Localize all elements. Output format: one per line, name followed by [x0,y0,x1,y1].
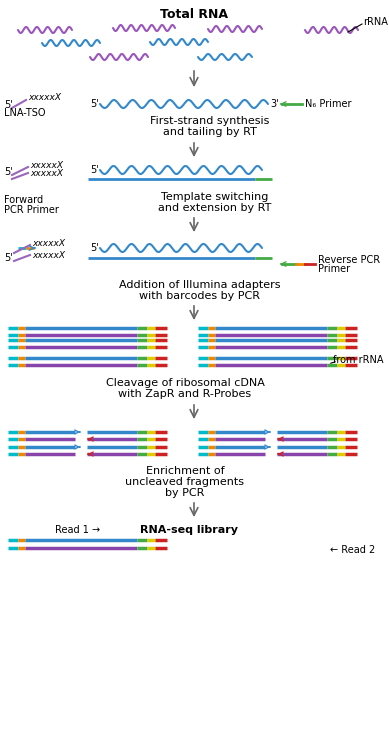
Text: Reverse PCR: Reverse PCR [318,255,380,265]
Text: Enrichment of: Enrichment of [146,466,224,476]
Text: RNA-seq library: RNA-seq library [140,525,238,535]
Text: xxxxxX: xxxxxX [32,250,65,259]
Text: 5': 5' [90,165,99,175]
Text: Template switching: Template switching [161,192,269,202]
Text: N₆ Primer: N₆ Primer [305,99,352,109]
Text: Primer: Primer [318,264,350,274]
Text: Forward: Forward [4,195,43,205]
Text: Addition of Illumina adapters: Addition of Illumina adapters [119,280,281,290]
Text: First-strand synthesis: First-strand synthesis [150,116,270,126]
Text: 5': 5' [4,253,13,263]
Text: with ZapR and R-Probes: with ZapR and R-Probes [118,389,252,399]
Text: xxxxxX: xxxxxX [32,240,65,249]
Text: Read 1 →: Read 1 → [55,525,100,535]
Text: with barcodes by PCR: with barcodes by PCR [140,291,261,301]
Text: rRNA: rRNA [363,17,388,27]
Text: 5': 5' [4,100,13,110]
Text: uncleaved fragments: uncleaved fragments [126,477,245,487]
Text: PCR Primer: PCR Primer [4,205,59,215]
Text: from rRNA: from rRNA [333,355,384,365]
Text: Total RNA: Total RNA [160,8,228,21]
Text: LNA-TSO: LNA-TSO [4,108,46,118]
Text: xxxxxX: xxxxxX [28,94,61,103]
Text: xxxxxX: xxxxxX [30,162,63,171]
Text: xxxxxX: xxxxxX [30,169,63,178]
Text: Cleavage of ribosomal cDNA: Cleavage of ribosomal cDNA [105,378,265,388]
Text: 5': 5' [90,243,99,253]
Text: and tailing by RT: and tailing by RT [163,127,257,137]
Text: by PCR: by PCR [165,488,205,498]
Text: 3': 3' [270,99,279,109]
Text: and extension by RT: and extension by RT [158,203,272,213]
Text: ← Read 2: ← Read 2 [330,545,375,555]
Text: 5': 5' [4,167,13,177]
Text: 5': 5' [90,99,99,109]
